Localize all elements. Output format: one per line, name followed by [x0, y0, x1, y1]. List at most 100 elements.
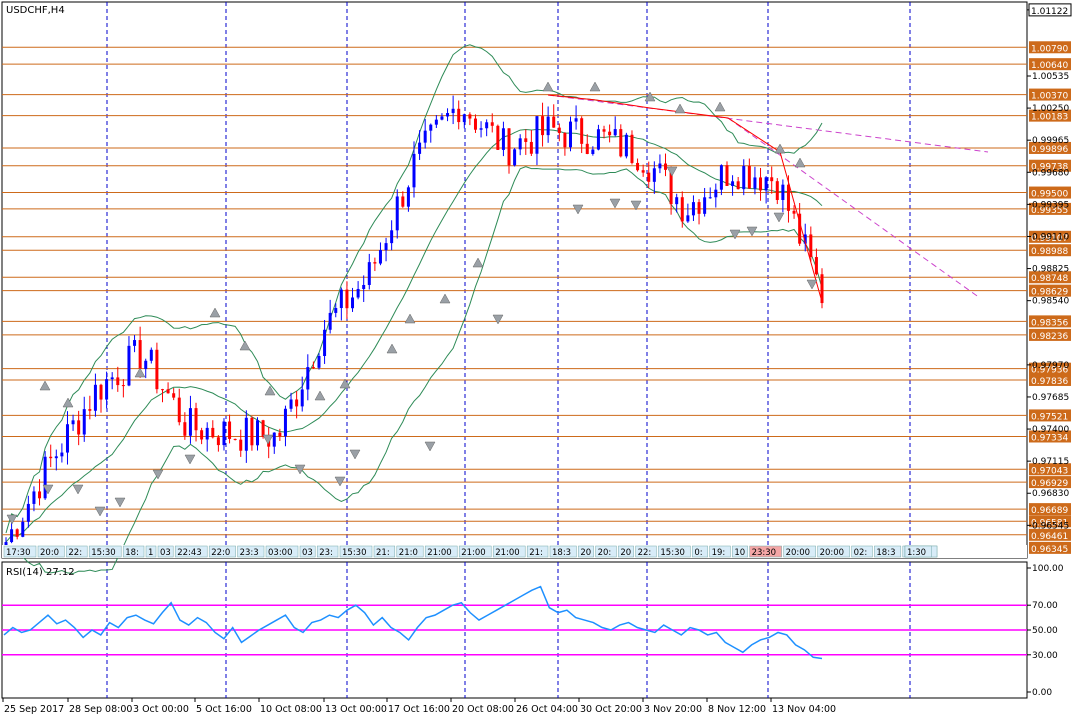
candle-body: [390, 230, 394, 244]
time-tag: [299, 545, 316, 558]
time-tag-label: 20: [620, 548, 631, 558]
candle-body: [619, 129, 623, 157]
candle-body: [691, 202, 695, 216]
price-level-tag: [1029, 41, 1071, 54]
date-label: 26 Oct 04:00: [516, 704, 578, 715]
candle-body: [77, 420, 81, 435]
candle-body: [513, 149, 517, 166]
time-tag: [339, 545, 373, 558]
candle-body: [334, 308, 338, 313]
date-label: 8 Nov 12:00: [708, 704, 766, 715]
candle-body: [507, 128, 511, 166]
time-tag: [396, 545, 424, 558]
candle-body: [580, 118, 584, 144]
candle-body: [121, 385, 125, 387]
time-tag-label: 23:30: [752, 548, 777, 558]
candle-body: [295, 399, 299, 407]
candle-body: [194, 408, 198, 431]
candle-body: [205, 427, 209, 440]
candle-body: [557, 127, 561, 133]
swing-path: [547, 94, 823, 303]
swing-high-marker: [404, 313, 416, 324]
price-level-label: 1.00370: [1031, 92, 1068, 102]
candle-body: [574, 118, 578, 122]
candle-body: [792, 210, 796, 214]
price-tick-label: 0.99110: [1032, 232, 1069, 242]
time-tag-label: 20:00: [820, 548, 845, 558]
candle-body: [71, 420, 75, 425]
time-tag: [549, 545, 577, 558]
candle-body: [144, 360, 148, 369]
candle-body: [367, 262, 371, 285]
candle-body: [306, 367, 310, 390]
candle-body: [239, 439, 243, 451]
candle-body: [228, 421, 232, 439]
candle-body: [501, 128, 505, 150]
date-label: 10 Oct 08:00: [260, 704, 322, 715]
time-tag: [88, 545, 122, 558]
trend-line-lower: [727, 117, 981, 299]
price-level-tag: [1029, 463, 1071, 476]
candle-body: [272, 432, 276, 447]
rsi-tick-label: 70.00: [1032, 601, 1058, 611]
price-level-tag: [1029, 58, 1071, 71]
date-label: 17 Oct 16:00: [388, 704, 450, 715]
candle-body: [753, 177, 757, 189]
rsi-tick-label: 0.00: [1032, 688, 1052, 698]
swing-low-marker: [773, 212, 785, 223]
candle-body: [99, 384, 103, 400]
price-level-tag: [1029, 409, 1071, 422]
candle-body: [697, 202, 701, 214]
time-tag: [904, 545, 932, 558]
time-tag-label: 21:0: [399, 548, 418, 558]
price-level-label: 1.00183: [1031, 113, 1068, 123]
time-tag-label: 02:: [854, 548, 868, 558]
candle-body: [373, 262, 377, 264]
candle-body: [317, 355, 321, 368]
swing-high-marker: [62, 397, 74, 408]
swing-high-marker: [209, 307, 221, 318]
swing-high-marker: [39, 380, 51, 391]
price-level-tag: [1029, 315, 1071, 328]
candle-body: [216, 437, 220, 446]
time-tag-label: 21:: [529, 548, 543, 558]
candle-body: [708, 197, 712, 199]
candle-body: [222, 421, 226, 446]
time-tag-label: 15:30: [660, 548, 685, 558]
session-time-bar: 17:30 20:0 22: 15:30 18: 1 03 22:43 22:0 23:3 03:0…: [2, 545, 1027, 558]
price-level-label: 0.98988: [1031, 247, 1068, 257]
swing-low-marker: [424, 441, 436, 452]
candle-body: [658, 163, 662, 169]
candle-body: [49, 456, 53, 459]
swing-high-marker: [314, 390, 326, 401]
candle-body: [110, 377, 114, 380]
time-tag-label: 20:: [598, 548, 612, 558]
candle-body: [88, 409, 92, 411]
price-level-label: 0.98236: [1031, 332, 1068, 342]
time-tag-label: 18:3: [552, 548, 571, 558]
candle-body: [820, 274, 824, 304]
swing-low-marker: [349, 449, 361, 460]
bollinger-lower: [5, 166, 823, 575]
candle-body: [747, 165, 751, 189]
candle-body: [446, 113, 450, 117]
candle-body: [300, 389, 304, 407]
candle-body: [546, 116, 550, 136]
candle-body: [809, 234, 813, 258]
candle-body: [256, 420, 260, 446]
swing-low-marker: [492, 314, 504, 325]
candle-body: [183, 422, 187, 436]
time-tag-label: 21:00: [461, 548, 486, 558]
swing-low-marker: [729, 229, 741, 240]
price-level-label: 0.96689: [1031, 506, 1068, 516]
time-tag: [424, 545, 458, 558]
price-tick-label: 0.97685: [1032, 393, 1069, 403]
swing-high-marker: [589, 81, 601, 92]
rsi-tick-label: 30.00: [1032, 651, 1058, 661]
swing-high-marker: [386, 343, 398, 354]
candle-body: [675, 197, 679, 205]
time-tag: [174, 545, 208, 558]
price-level-label: 0.98629: [1031, 288, 1068, 298]
time-tag-label: 17:30: [6, 548, 31, 558]
price-level-label: 0.99500: [1031, 190, 1068, 200]
